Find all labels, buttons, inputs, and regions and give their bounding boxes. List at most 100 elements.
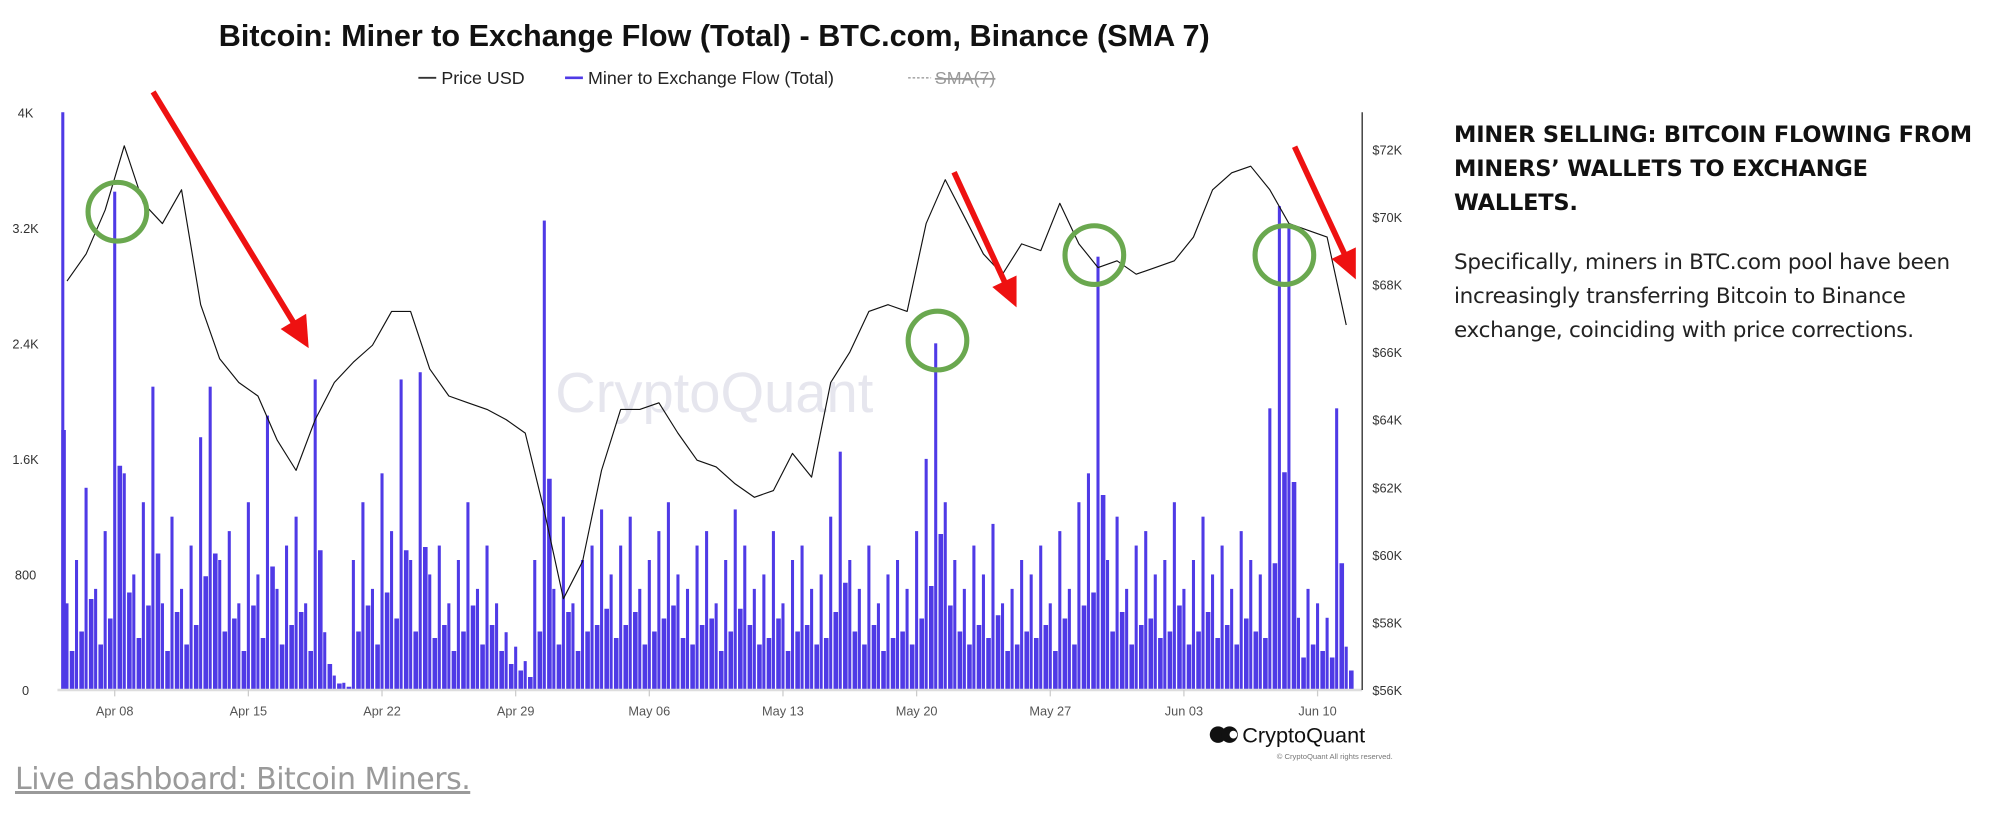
flow-bar [1172,502,1176,690]
flow-bar [843,582,848,690]
price-line [66,145,1347,600]
legend-item-sma[interactable]: SMA(7) [908,68,995,88]
flow-bar [1325,617,1329,690]
side-body: Specifically, miners in BTC.com pool hav… [1454,250,1950,343]
flow-bar [1053,650,1058,690]
flow-bar [1072,644,1077,690]
flow-bar [928,585,934,690]
flow-bar [232,618,237,690]
legend[interactable]: Price USD Miner to Exchange Flow (Total)… [418,68,995,88]
flow-bar [1182,588,1186,690]
left-tick-label: 4K [18,105,34,120]
flow-bar [308,650,314,690]
flow-bar [146,605,151,690]
flow-bar [752,588,756,690]
legend-label-price: Price USD [441,68,524,88]
flow-bar [995,615,1001,690]
flow-bar [523,661,527,690]
flow-bar [466,502,470,690]
legend-item-flow[interactable]: Miner to Exchange Flow (Total) [565,68,834,88]
flow-bar [218,559,222,690]
flow-bar [1001,603,1005,690]
flow-bar [642,644,648,690]
live-dashboard-link[interactable]: Live dashboard: Bitcoin Miners. [15,762,471,797]
flow-bar [1196,631,1201,690]
flow-bar [1048,603,1052,690]
flow-bar [103,531,107,690]
flow-bar [1320,650,1325,690]
flow-bar [451,650,457,690]
flow-bar [871,624,877,690]
flow-bar [571,603,575,690]
flow-bar [275,588,279,690]
flow-bar [829,516,833,690]
flow-bar [585,631,590,690]
flow-bar [537,631,543,690]
flow-bar [886,574,890,690]
flow-bar [1234,644,1240,690]
left-tick-label: 0 [22,683,29,698]
flow-bar [1239,531,1243,690]
legend-item-price[interactable]: Price USD [418,68,525,88]
flow-bar [323,632,327,690]
flow-bar [356,631,361,690]
flow-bar [1033,637,1039,690]
flow-bar [79,631,84,690]
flow-bar [346,686,352,690]
flow-bar [317,550,323,690]
flow-bar [1215,637,1220,690]
flow-bar [485,545,489,690]
flow-bar [237,603,241,690]
flow-bar [915,531,919,690]
flow-bar [375,644,380,690]
flow-bar [652,631,657,690]
flow-bar [279,644,285,690]
flow-bar [1335,408,1339,690]
flow-bar [246,502,250,690]
flow-bar [790,559,795,690]
flow-bar [489,624,495,690]
right-tick-label: $58K [1372,616,1402,631]
flow-bar [556,644,562,690]
flow-bar [1091,592,1096,690]
x-axis: Apr 08 Apr 15 Apr 22 Apr 29 May 06 May 13 May … [96,689,1337,719]
flow-bar [580,559,585,690]
flow-bar [1005,650,1010,690]
flow-bar [390,531,394,690]
highlight-circle [1062,223,1127,287]
flow-bar [1010,588,1014,690]
flow-bar [1186,644,1192,690]
flow-bar [1296,617,1301,690]
flow-bar [647,559,651,690]
cryptoquant-logo: CryptoQuant © CryptoQuant All rights res… [1209,722,1393,761]
flow-bar [151,386,155,690]
flow-bar [594,624,600,690]
flow-bar [661,618,667,690]
flow-bar [1024,631,1030,690]
flow-bar [428,574,432,690]
arrow-head-icon [280,313,309,349]
flow-bar [155,553,161,690]
flow-bar [666,502,670,690]
flow-bar [370,588,375,690]
flow-bar [1144,531,1148,690]
flow-bar [127,592,132,690]
flow-bar [728,631,734,690]
flow-bar [1125,588,1129,690]
flow-bar [699,624,705,690]
flow-bar [671,605,676,690]
flow-bar [1077,502,1081,690]
flow-bar [633,611,638,690]
flow-bar [222,631,228,690]
flow-bar [1272,563,1278,690]
flow-bar [447,603,451,690]
flow-bar [84,487,88,690]
x-tick-label: May 27 [1029,704,1071,719]
flow-bar [260,637,266,690]
flow-bar [881,650,886,690]
flow-bar [1096,256,1100,690]
flow-bar [361,502,365,690]
flow-bar [1167,631,1173,690]
flow-bar [590,545,594,690]
flow-bar [61,430,66,690]
